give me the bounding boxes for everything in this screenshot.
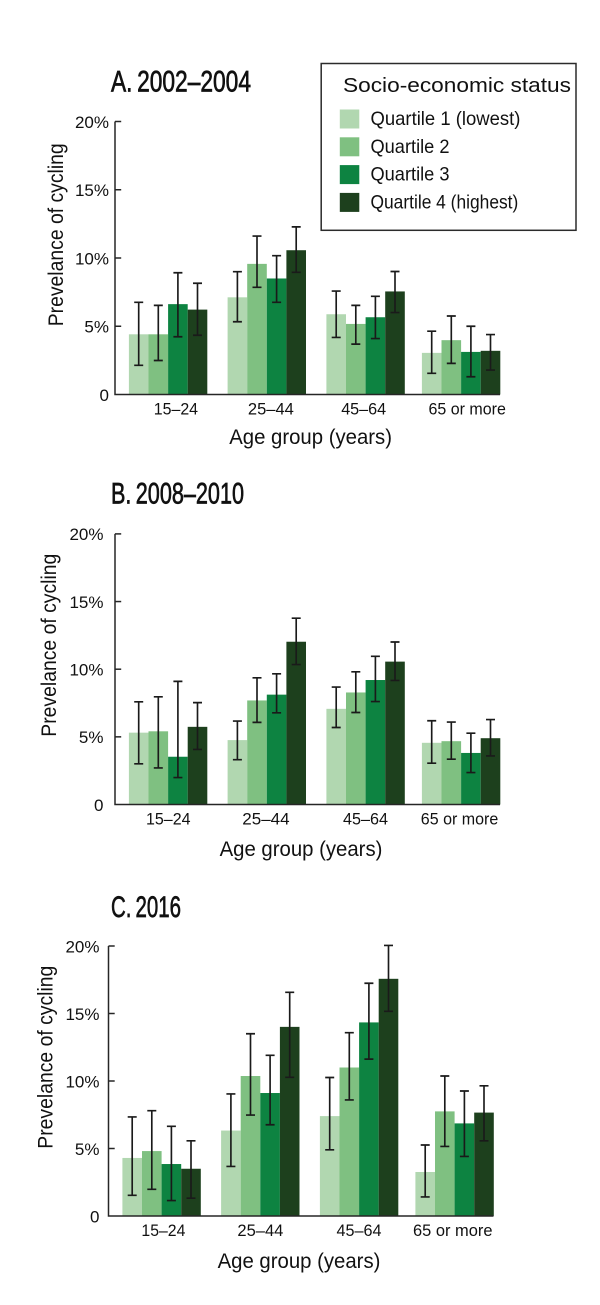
svg-text:Quartile 4 (highest): Quartile 4 (highest)	[371, 191, 519, 213]
svg-text:A. 2002–2004: A. 2002–2004	[111, 65, 251, 98]
svg-text:65 or more: 65 or more	[413, 1221, 493, 1240]
svg-text:10%: 10%	[75, 249, 109, 268]
svg-text:Prevelance of cycling: Prevelance of cycling	[45, 143, 68, 326]
svg-text:65 or more: 65 or more	[421, 809, 499, 828]
svg-text:25–44: 25–44	[248, 399, 294, 418]
svg-text:5%: 5%	[75, 1140, 100, 1159]
svg-text:45–64: 45–64	[337, 1221, 382, 1240]
svg-text:20%: 20%	[75, 113, 109, 132]
svg-text:10%: 10%	[69, 661, 103, 680]
svg-text:15–24: 15–24	[141, 1221, 185, 1240]
svg-text:B. 2008–2010: B. 2008–2010	[111, 477, 244, 510]
svg-text:5%: 5%	[84, 318, 109, 337]
svg-text:Prevelance of cycling: Prevelance of cycling	[38, 554, 61, 737]
svg-text:Age group (years): Age group (years)	[229, 426, 392, 449]
svg-text:Quartile 1 (lowest): Quartile 1 (lowest)	[371, 108, 521, 130]
svg-text:15%: 15%	[75, 181, 109, 200]
svg-text:Age group (years): Age group (years)	[220, 838, 383, 861]
svg-text:Quartile 3: Quartile 3	[371, 164, 450, 186]
svg-text:Quartile 2: Quartile 2	[371, 136, 450, 158]
svg-text:45–64: 45–64	[341, 399, 386, 418]
svg-text:10%: 10%	[65, 1072, 99, 1091]
svg-text:Prevelance of cycling: Prevelance of cycling	[35, 966, 58, 1149]
svg-text:15%: 15%	[69, 593, 103, 612]
svg-text:5%: 5%	[79, 728, 104, 747]
svg-text:20%: 20%	[65, 937, 99, 956]
svg-text:0: 0	[100, 386, 109, 405]
svg-text:20%: 20%	[69, 525, 103, 544]
svg-text:65 or more: 65 or more	[429, 399, 506, 418]
svg-text:Age group (years): Age group (years)	[218, 1250, 381, 1273]
svg-text:45–64: 45–64	[343, 809, 388, 828]
svg-text:15–24: 15–24	[154, 399, 198, 418]
svg-text:15–24: 15–24	[146, 809, 191, 828]
svg-text:25–44: 25–44	[237, 1221, 283, 1240]
svg-text:15%: 15%	[65, 1005, 99, 1024]
svg-text:25–44: 25–44	[242, 809, 289, 828]
svg-text:Socio-economic status: Socio-economic status	[343, 74, 571, 97]
svg-text:0: 0	[90, 1207, 99, 1226]
svg-text:C. 2016: C. 2016	[111, 891, 181, 924]
svg-text:0: 0	[94, 796, 103, 815]
